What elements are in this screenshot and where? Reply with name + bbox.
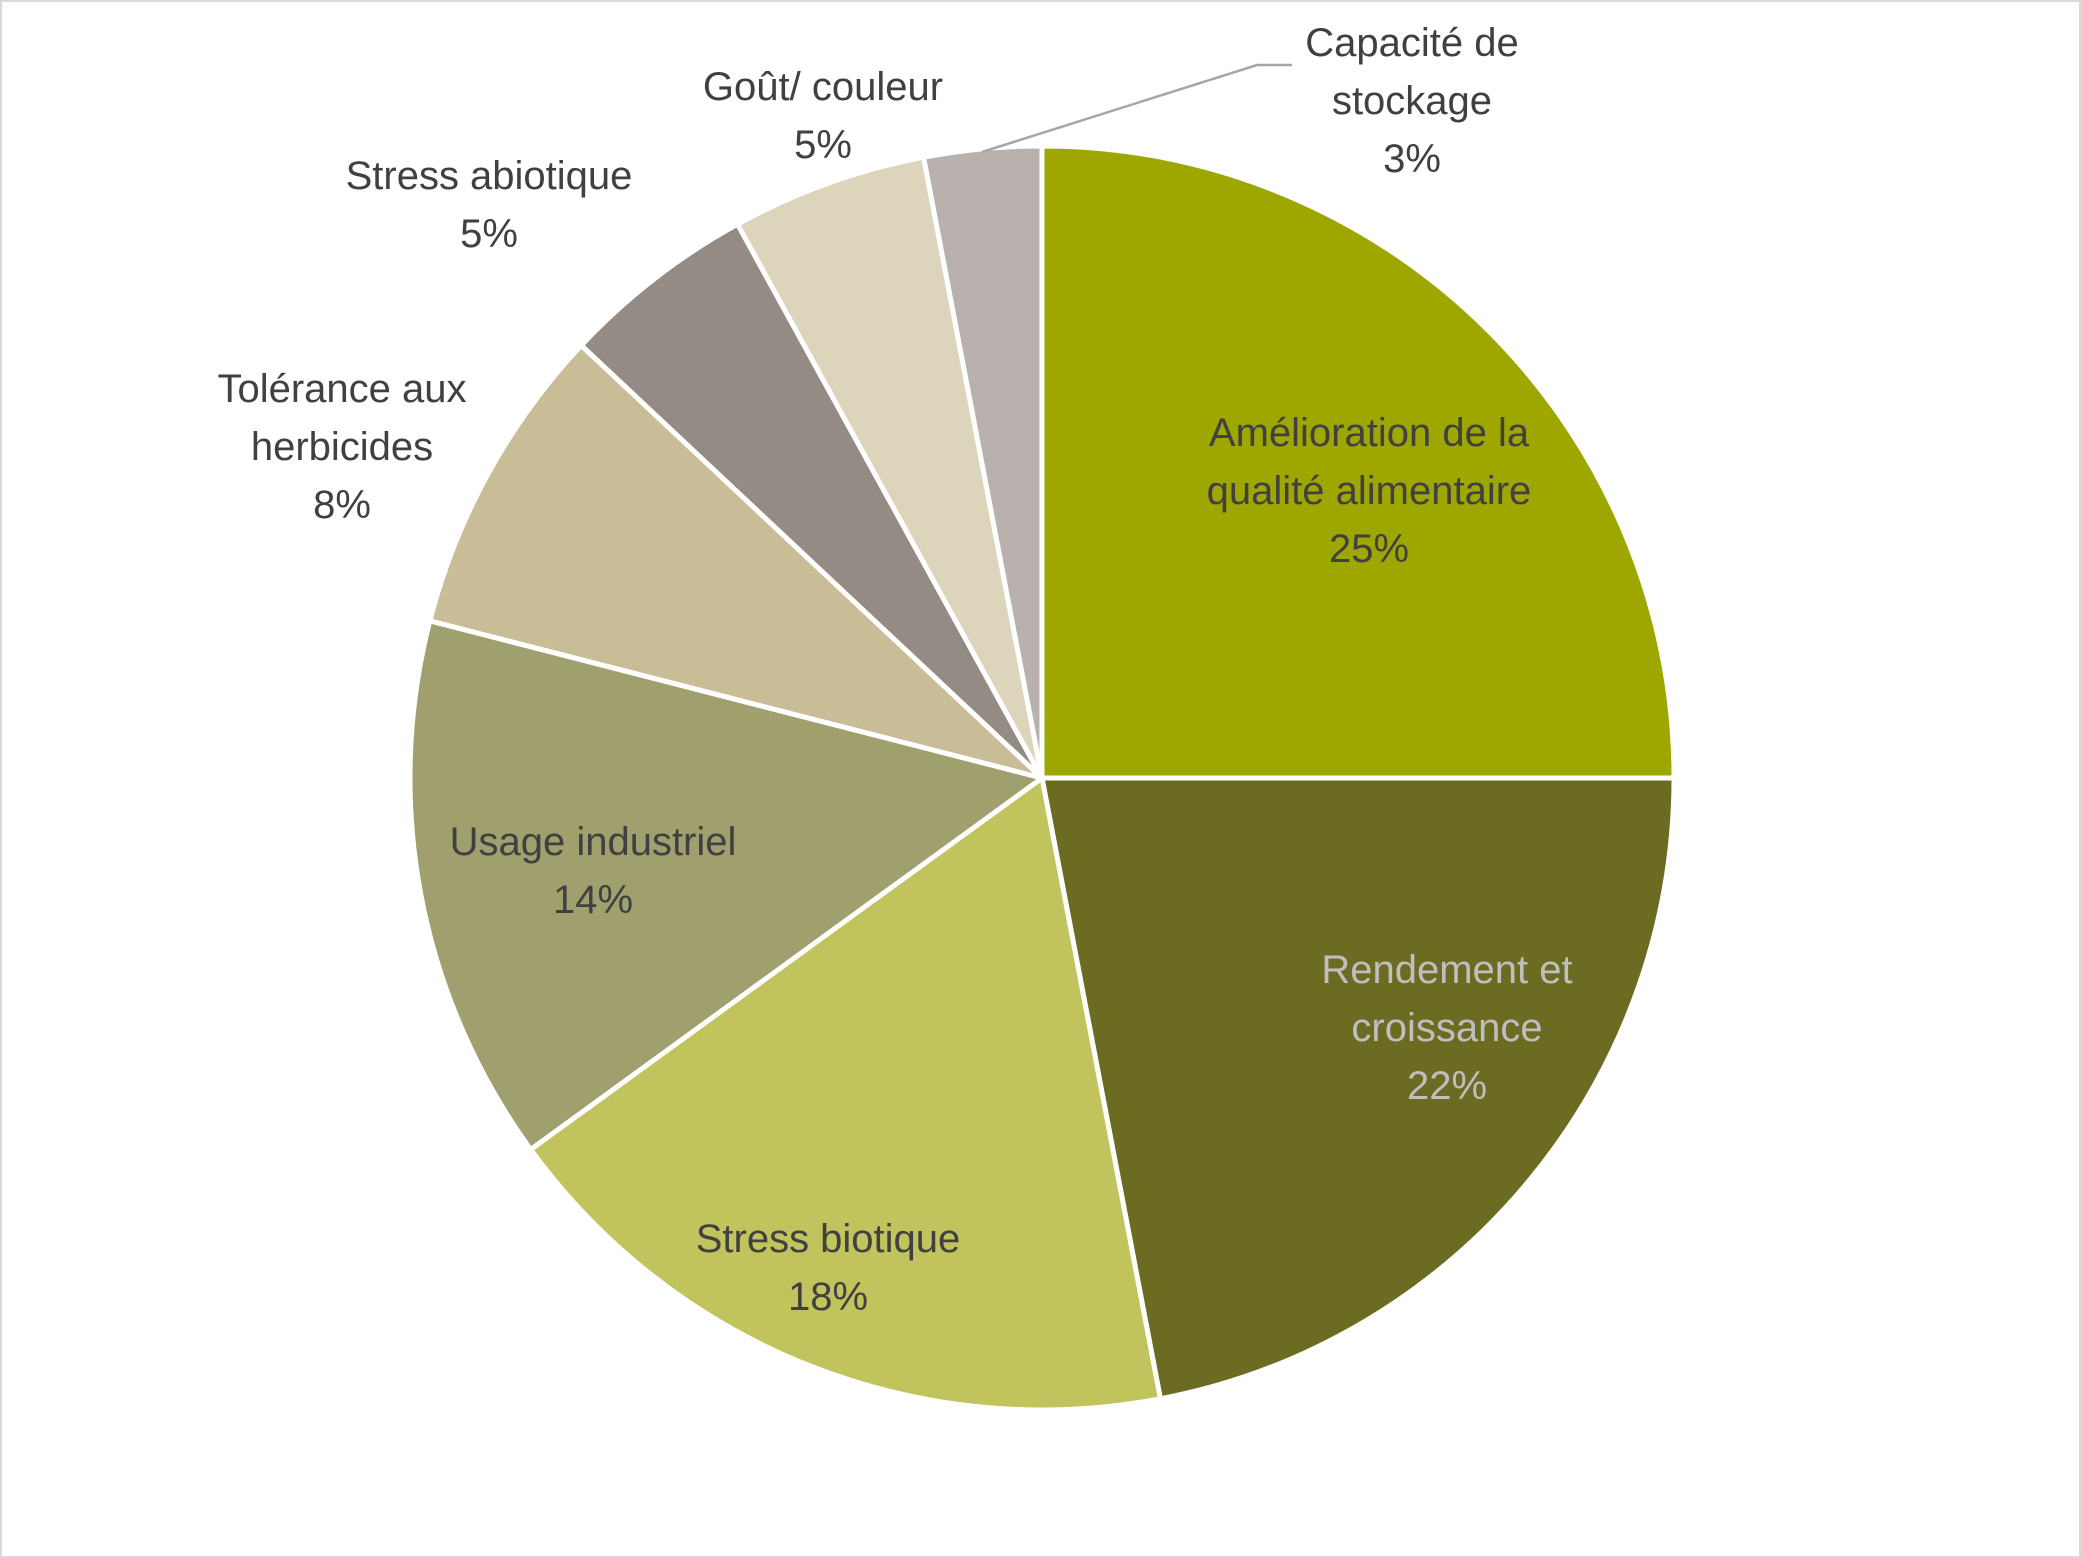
pie-slice-gout-couleur	[735, 154, 1045, 781]
category-label-rendement-croissance-line-2: croissance	[1351, 1006, 1542, 1050]
pie-slice-amelioration-qualite	[1039, 143, 1677, 781]
category-label-stress-abiotique: Stress abiotique	[346, 154, 633, 198]
category-label-capacite-stockage-line-2: stockage	[1332, 79, 1492, 123]
slices-layer	[407, 143, 1677, 1413]
category-label-gout-couleur: Goût/ couleur	[703, 65, 943, 109]
data-label-gout-couleur: Goût/ couleur 5%	[703, 65, 943, 167]
data-label-amelioration-qualite: Amélioration de la qualité alimentaire 25%	[1207, 411, 1532, 571]
pie-slice-stress-biotique	[528, 775, 1163, 1413]
data-label-stress-biotique: Stress biotique 18%	[696, 1217, 961, 1319]
category-label-amelioration-qualite-line-1: Amélioration de la	[1209, 411, 1530, 455]
category-label-tolerance-herbicides-line-1: Tolérance aux	[217, 367, 466, 411]
percent-label-gout-couleur: 5%	[794, 123, 852, 167]
data-label-capacite-stockage: Capacité de stockage 3%	[1305, 21, 1518, 181]
data-label-usage-industriel: Usage industriel 14%	[450, 820, 737, 922]
pie-slice-tolerance-herbicides	[427, 342, 1045, 781]
category-label-capacite-stockage-line-1: Capacité de	[1305, 21, 1518, 65]
percent-label-tolerance-herbicides: 8%	[313, 483, 371, 527]
category-label-stress-biotique: Stress biotique	[696, 1217, 961, 1261]
percent-label-rendement-croissance: 22%	[1407, 1064, 1487, 1108]
percent-label-capacite-stockage: 3%	[1383, 137, 1441, 181]
category-label-tolerance-herbicides-line-2: herbicides	[251, 425, 433, 469]
data-label-stress-abiotique: Stress abiotique 5%	[346, 154, 633, 256]
pie-slice-rendement-croissance	[1039, 775, 1677, 1402]
pie-slice-stress-abiotique	[578, 221, 1045, 781]
category-label-amelioration-qualite-line-2: qualité alimentaire	[1207, 469, 1532, 513]
percent-label-usage-industriel: 14%	[553, 878, 633, 922]
leader-line-capacite-stockage	[981, 63, 1292, 154]
category-label-rendement-croissance-line-1: Rendement et	[1321, 948, 1572, 992]
percent-label-stress-abiotique: 5%	[460, 212, 518, 256]
pie-slice-usage-industriel	[407, 618, 1045, 1152]
pie-slice-capacite-stockage	[921, 143, 1045, 781]
data-label-tolerance-herbicides: Tolérance aux herbicides 8%	[217, 367, 466, 527]
labels-layer: Amélioration de la qualité alimentaire 25%…	[217, 21, 1572, 1319]
leader-lines-layer	[981, 63, 1292, 154]
percent-label-amelioration-qualite: 25%	[1329, 527, 1409, 571]
data-label-rendement-croissance: Rendement et croissance 22%	[1321, 948, 1572, 1108]
category-label-usage-industriel: Usage industriel	[450, 820, 737, 864]
percent-label-stress-biotique: 18%	[788, 1275, 868, 1319]
